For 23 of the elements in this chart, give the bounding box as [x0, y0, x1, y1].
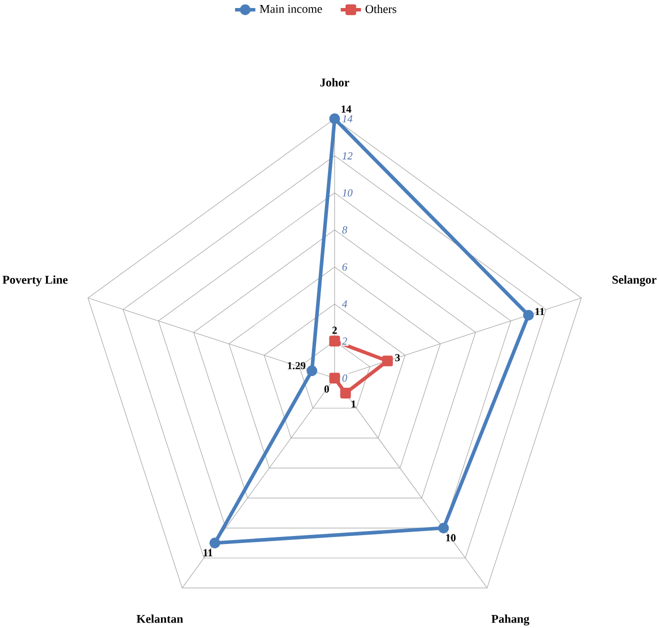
spoke-label: Pahang: [491, 614, 530, 626]
data-label: 0: [324, 386, 329, 393]
y-tick-label: 10: [342, 189, 353, 197]
y-tick-label: 0: [342, 374, 348, 382]
spoke-label: Poverty Line: [2, 276, 68, 286]
y-tick-label: 2: [342, 338, 348, 345]
data-label: 3: [395, 354, 400, 362]
data-label: 11: [535, 308, 544, 316]
y-tick-label: 8: [342, 226, 348, 234]
spoke-label: Kelantan: [136, 614, 184, 624]
data-label: 1: [352, 400, 356, 408]
y-tick-label: 14: [342, 115, 352, 122]
y-tick-label: 6: [342, 263, 348, 271]
legend-label: Others: [366, 4, 396, 14]
y-tick-label: 12: [342, 152, 352, 160]
data-label: 1.29: [288, 362, 306, 370]
data-label: 11: [204, 549, 212, 556]
spoke-label: Johor: [320, 78, 350, 87]
spoke-label: Selangor: [612, 275, 656, 286]
data-label: 2: [332, 326, 337, 334]
data-label: 10: [446, 534, 456, 542]
legend-label: Main income: [260, 5, 322, 13]
y-tick-label: 4: [342, 300, 348, 308]
